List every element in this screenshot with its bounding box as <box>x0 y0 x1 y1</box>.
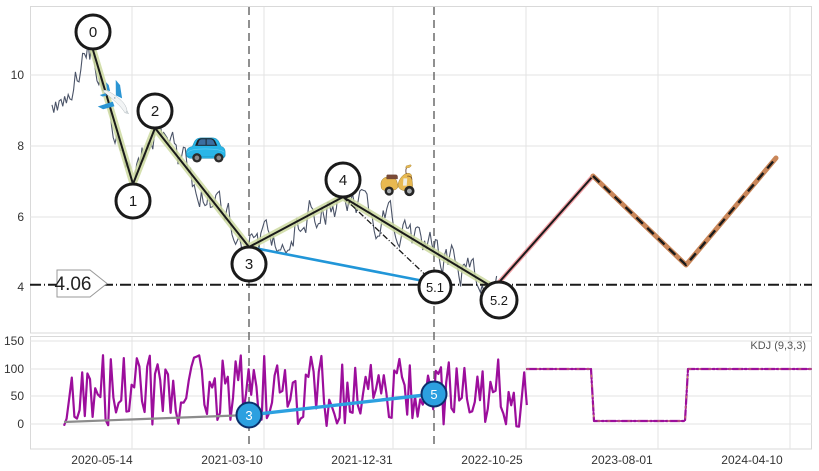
svg-text:1: 1 <box>129 193 137 210</box>
svg-text:0: 0 <box>89 24 97 41</box>
svg-text:2: 2 <box>151 103 159 120</box>
svg-text:8: 8 <box>17 139 24 153</box>
svg-text:2022-10-25: 2022-10-25 <box>461 453 523 467</box>
svg-text:5: 5 <box>430 387 437 402</box>
svg-text:6: 6 <box>17 210 24 224</box>
svg-text:2023-08-01: 2023-08-01 <box>591 453 653 467</box>
svg-text:4.06: 4.06 <box>55 274 92 295</box>
svg-text:100: 100 <box>4 362 24 376</box>
svg-text:2020-05-14: 2020-05-14 <box>71 453 133 467</box>
svg-text:2021-03-10: 2021-03-10 <box>201 453 263 467</box>
svg-text:5.1: 5.1 <box>426 280 444 295</box>
svg-text:2024-04-10: 2024-04-10 <box>721 453 783 467</box>
svg-text:2021-12-31: 2021-12-31 <box>331 453 393 467</box>
svg-text:3: 3 <box>245 408 252 423</box>
svg-text:0: 0 <box>17 417 24 431</box>
svg-text:50: 50 <box>11 389 25 403</box>
svg-text:3: 3 <box>245 256 253 273</box>
svg-text:4: 4 <box>339 172 347 189</box>
svg-text:4: 4 <box>17 280 24 294</box>
svg-text:150: 150 <box>4 334 24 348</box>
svg-text:10: 10 <box>11 68 25 82</box>
svg-text:5.2: 5.2 <box>490 293 508 308</box>
svg-text:KDJ (9,3,3): KDJ (9,3,3) <box>750 340 806 352</box>
